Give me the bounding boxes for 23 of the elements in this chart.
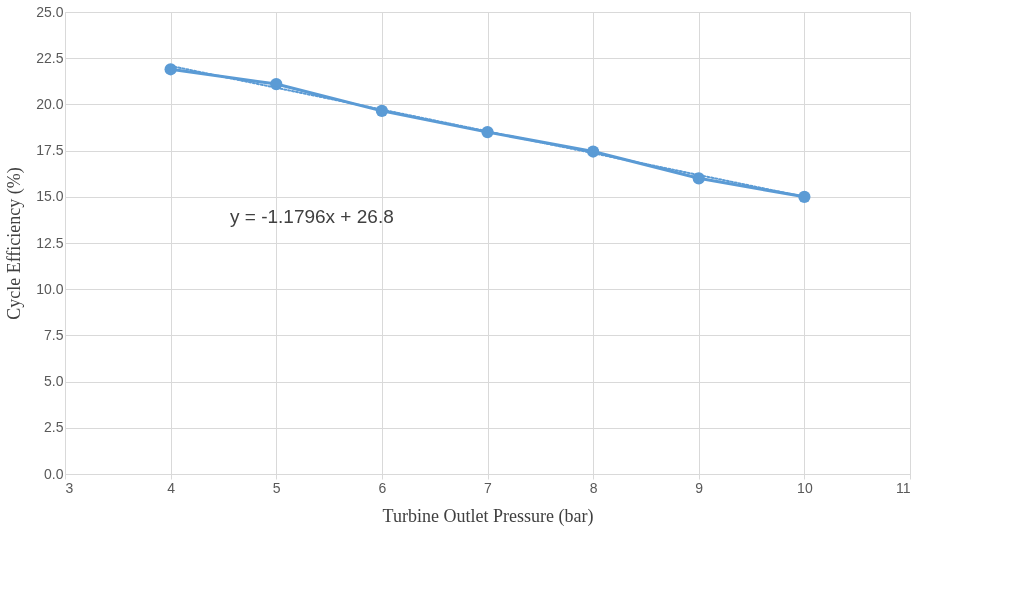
x-tick-label: 5 (272, 479, 281, 496)
y-tick-label: 10.0 (36, 280, 64, 297)
y-tick-label: 20.0 (36, 95, 64, 112)
x-axis-title: Turbine Outlet Pressure (bar) (382, 505, 594, 527)
x-tick-label: 7 (484, 479, 493, 496)
annotation: y = -1.1796x + 26.8 (230, 206, 394, 227)
y-tick-label: 2.5 (44, 419, 64, 436)
y-tick-label: 7.5 (44, 326, 64, 343)
x-tick-label: 10 (797, 479, 813, 496)
y-axis-title: Cycle Efficiency (%) (4, 167, 26, 320)
y-tick-label: 17.5 (36, 142, 64, 159)
x-tick-label: 9 (695, 479, 704, 496)
y-tick-label: 12.5 (36, 234, 64, 251)
y-tick-label: 5.0 (44, 373, 64, 390)
x-tick-label: 8 (589, 479, 598, 496)
x-tick-label: 3 (65, 479, 74, 496)
x-tick-label: 6 (378, 479, 387, 496)
x-tick-label: 4 (167, 479, 176, 496)
y-tick-label: 25.0 (36, 3, 64, 20)
y-tick-label: 0.0 (44, 465, 64, 482)
y-tick-label: 15.0 (36, 188, 64, 205)
y-tick-label: 22.5 (36, 49, 64, 66)
x-tick-label: 11 (895, 479, 911, 496)
